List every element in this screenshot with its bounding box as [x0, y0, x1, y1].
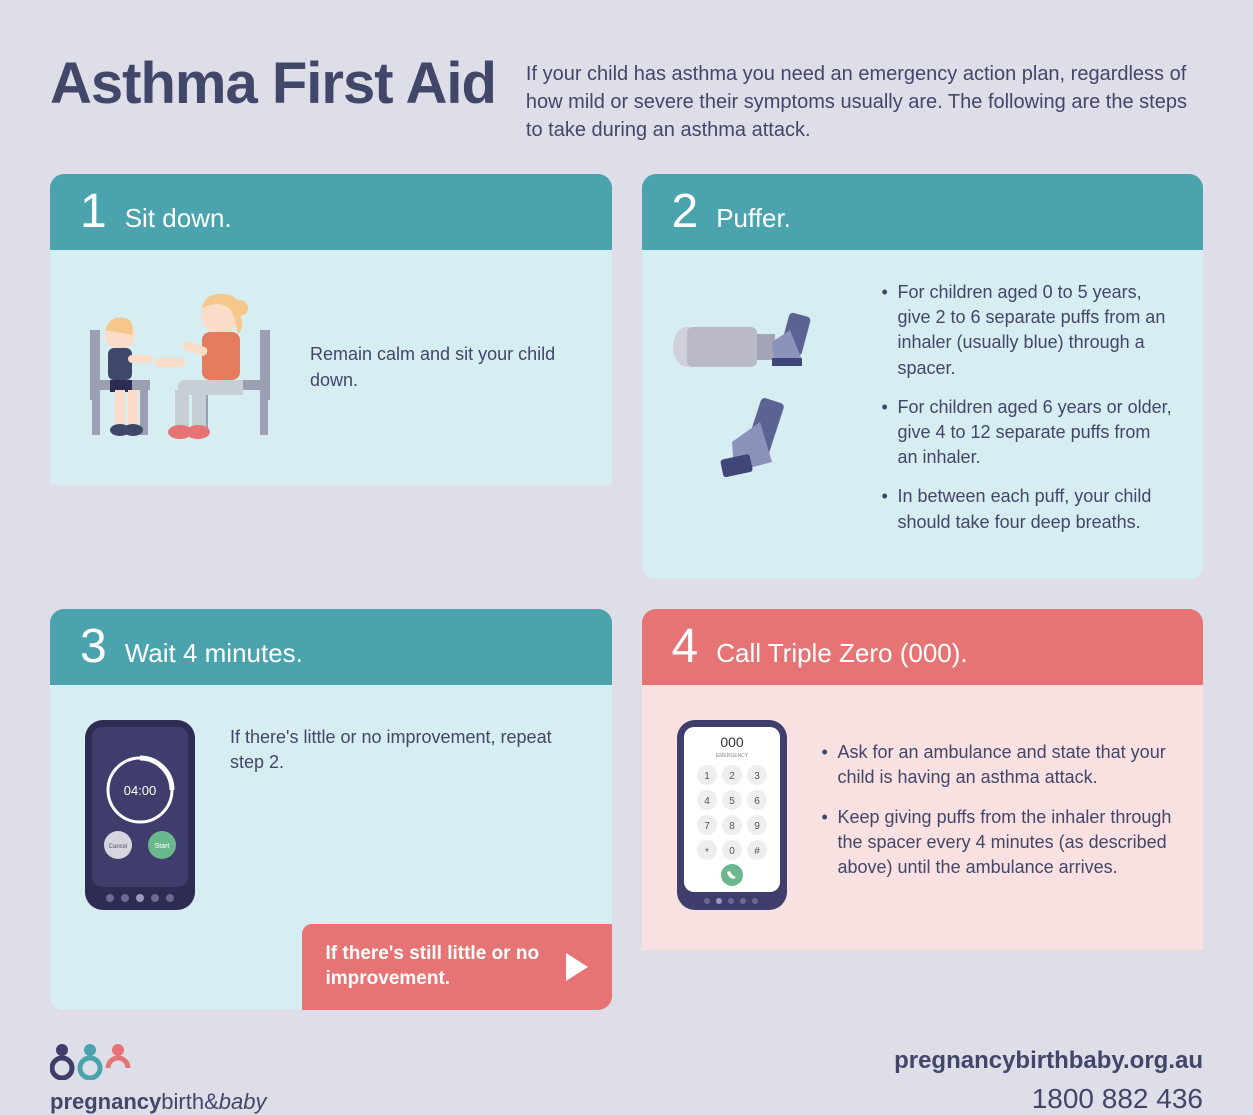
step-3-text: If there's little or no improvement, rep… [230, 715, 582, 775]
bullet: For children aged 0 to 5 years, give 2 t… [882, 280, 1174, 381]
bullet: Ask for an ambulance and state that your… [822, 740, 1174, 790]
steps-grid: 1 Sit down. [50, 174, 1203, 1010]
logo: pregnancybirth&baby [50, 1040, 266, 1115]
svg-text:Start: Start [155, 843, 170, 850]
step-4-card: 4 Call Triple Zero (000). 000 EMERGENCY … [642, 609, 1204, 1010]
step-number: 2 [672, 188, 699, 236]
step-number: 3 [80, 623, 107, 671]
timer-phone-illustration: 04:00 Cancel Start [80, 715, 200, 920]
logo-text: pregnancybirth&baby [50, 1089, 266, 1115]
play-icon [566, 953, 588, 981]
footer: pregnancybirth&baby pregnancybirthbaby.o… [50, 1040, 1203, 1115]
svg-text:2: 2 [729, 771, 735, 782]
sit-down-illustration [80, 280, 280, 455]
contact-url: pregnancybirthbaby.org.au [894, 1047, 1203, 1075]
step-title: Puffer. [716, 203, 791, 234]
step-3-callout: If there's still little or no improvemen… [302, 924, 612, 1009]
step-4-text: Ask for an ambulance and state that your… [822, 740, 1174, 894]
svg-text:5: 5 [729, 796, 735, 807]
step-title: Sit down. [125, 203, 232, 234]
step-title: Call Triple Zero (000). [716, 638, 967, 669]
step-number: 4 [672, 623, 699, 671]
svg-text:#: # [754, 846, 760, 857]
svg-text:7: 7 [704, 821, 710, 832]
timer-text: 04:00 [124, 783, 157, 798]
step-2-card: 2 Puffer. [642, 174, 1204, 579]
puffer-illustration [672, 312, 852, 517]
callout-text: If there's still little or no improvemen… [326, 942, 546, 991]
step-1-header: 1 Sit down. [50, 174, 612, 250]
svg-text:1: 1 [704, 771, 710, 782]
contact-info: pregnancybirthbaby.org.au 1800 882 436 [894, 1047, 1203, 1115]
svg-text:6: 6 [754, 796, 760, 807]
logo-icon [50, 1040, 140, 1080]
svg-text:9: 9 [754, 821, 760, 832]
page-title: Asthma First Aid [50, 50, 496, 117]
step-number: 1 [80, 188, 107, 236]
svg-text:4: 4 [704, 796, 710, 807]
dial-phone-illustration: 000 EMERGENCY 1 2 3 4 5 6 7 8 9 * 0 [672, 715, 792, 920]
step-4-body: 000 EMERGENCY 1 2 3 4 5 6 7 8 9 * 0 [642, 685, 1204, 950]
svg-text:3: 3 [754, 771, 760, 782]
step-1-body: Remain calm and sit your child down. [50, 250, 612, 485]
svg-text:0: 0 [729, 846, 735, 857]
step-2-header: 2 Puffer. [642, 174, 1204, 250]
bullet: Keep giving puffs from the inhaler throu… [822, 805, 1174, 881]
step-2-body: For children aged 0 to 5 years, give 2 t… [642, 250, 1204, 579]
bullet: In between each puff, your child should … [882, 484, 1174, 534]
step-title: Wait 4 minutes. [125, 638, 303, 669]
svg-text:Cancel: Cancel [109, 844, 128, 850]
svg-text:EMERGENCY: EMERGENCY [715, 753, 748, 759]
bullet: For children aged 6 years or older, give… [882, 395, 1174, 471]
step-3-header: 3 Wait 4 minutes. [50, 609, 612, 685]
svg-text:8: 8 [729, 821, 735, 832]
step-1-text: Remain calm and sit your child down. [310, 342, 582, 392]
svg-text:*: * [705, 847, 709, 858]
header: Asthma First Aid If your child has asthm… [50, 50, 1203, 144]
step-4-header: 4 Call Triple Zero (000). [642, 609, 1204, 685]
page-subtitle: If your child has asthma you need an eme… [526, 50, 1203, 144]
step-2-text: For children aged 0 to 5 years, give 2 t… [882, 280, 1174, 549]
step-1-card: 1 Sit down. [50, 174, 612, 579]
step-3-card: 3 Wait 4 minutes. 04:00 Cancel Start [50, 609, 612, 1010]
svg-text:000: 000 [720, 734, 744, 750]
contact-phone: 1800 882 436 [894, 1083, 1203, 1115]
step-3-body: 04:00 Cancel Start If there's little or … [50, 685, 612, 1010]
